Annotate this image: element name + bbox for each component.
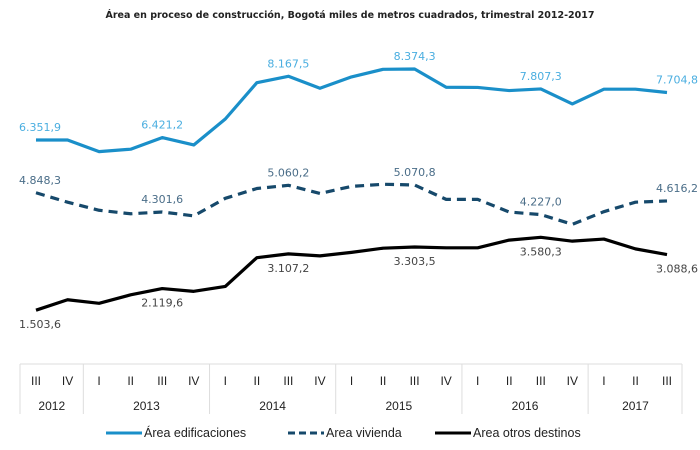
data-label: 2.119,6 [141, 297, 183, 310]
series-lines [35, 67, 668, 312]
x-tick-quarter: II [632, 374, 639, 388]
x-tick-year: 2017 [622, 399, 649, 413]
data-label: 7.704,8 [656, 74, 698, 87]
data-label: 8.374,3 [394, 50, 436, 63]
data-label: 4.301,6 [141, 193, 183, 206]
x-tick-year: 2013 [133, 399, 160, 413]
x-tick-quarter: I [350, 374, 353, 388]
data-label: 6.421,2 [141, 119, 183, 132]
data-label: 8.167,5 [267, 57, 309, 70]
x-tick-quarter: III [31, 374, 41, 388]
data-labels: 6.351,9 6.421,2 8.167,5 8.374,3 7.807,3 7.704… [19, 50, 698, 331]
x-axis-table: III IV I II III IV I II III IV I II III IV I II III IV I II… [19, 363, 683, 414]
x-tick-quarter: I [602, 374, 605, 388]
data-label: 5.060,2 [267, 166, 309, 179]
data-label: 3.303,5 [394, 255, 436, 268]
x-tick-quarter: IV [567, 374, 578, 388]
data-label: 4.848,3 [19, 174, 61, 187]
data-label: 7.807,3 [520, 70, 562, 83]
x-tick-quarter: IV [440, 374, 451, 388]
x-tick-quarter: III [410, 374, 420, 388]
x-tick-quarter: II [380, 374, 387, 388]
data-label: 5.070,8 [394, 166, 436, 179]
x-tick-year: 2012 [38, 399, 65, 413]
x-tick-quarter: IV [314, 374, 325, 388]
x-tick-year: 2014 [259, 399, 286, 413]
x-tick-quarter: III [536, 374, 546, 388]
x-tick-year: 2015 [385, 399, 412, 413]
chart-title: Área en proceso de construcción, Bogotá … [105, 9, 594, 21]
legend-label: Area otros destinos [473, 426, 581, 440]
data-label: 6.351,9 [19, 121, 61, 134]
x-tick-quarter: II [506, 374, 513, 388]
x-tick-quarter: II [127, 374, 134, 388]
legend: Área edificaciones Area vivienda Area otro… [106, 425, 581, 440]
x-tick-year: 2016 [512, 399, 539, 413]
data-label: 3.088,6 [656, 263, 698, 276]
x-tick-quarter: III [662, 374, 672, 388]
series-line-1 [35, 182, 668, 226]
data-label: 3.107,2 [267, 262, 309, 275]
x-tick-quarter: III [283, 374, 293, 388]
legend-label: Área edificaciones [144, 425, 246, 440]
series-line-2 [35, 235, 668, 312]
x-tick-quarter: II [254, 374, 261, 388]
x-tick-quarter: I [476, 374, 479, 388]
data-label: 3.580,3 [520, 245, 562, 258]
data-label: 4.227,0 [520, 196, 562, 209]
x-tick-quarter: III [157, 374, 167, 388]
x-tick-quarter: IV [62, 374, 73, 388]
series-line-0 [35, 67, 668, 154]
x-tick-quarter: IV [188, 374, 199, 388]
data-label: 4.616,2 [656, 182, 698, 195]
data-label: 1.503,6 [19, 318, 61, 331]
legend-label: Area vivienda [326, 426, 402, 440]
x-tick-quarter: I [224, 374, 227, 388]
x-tick-quarter: I [97, 374, 100, 388]
